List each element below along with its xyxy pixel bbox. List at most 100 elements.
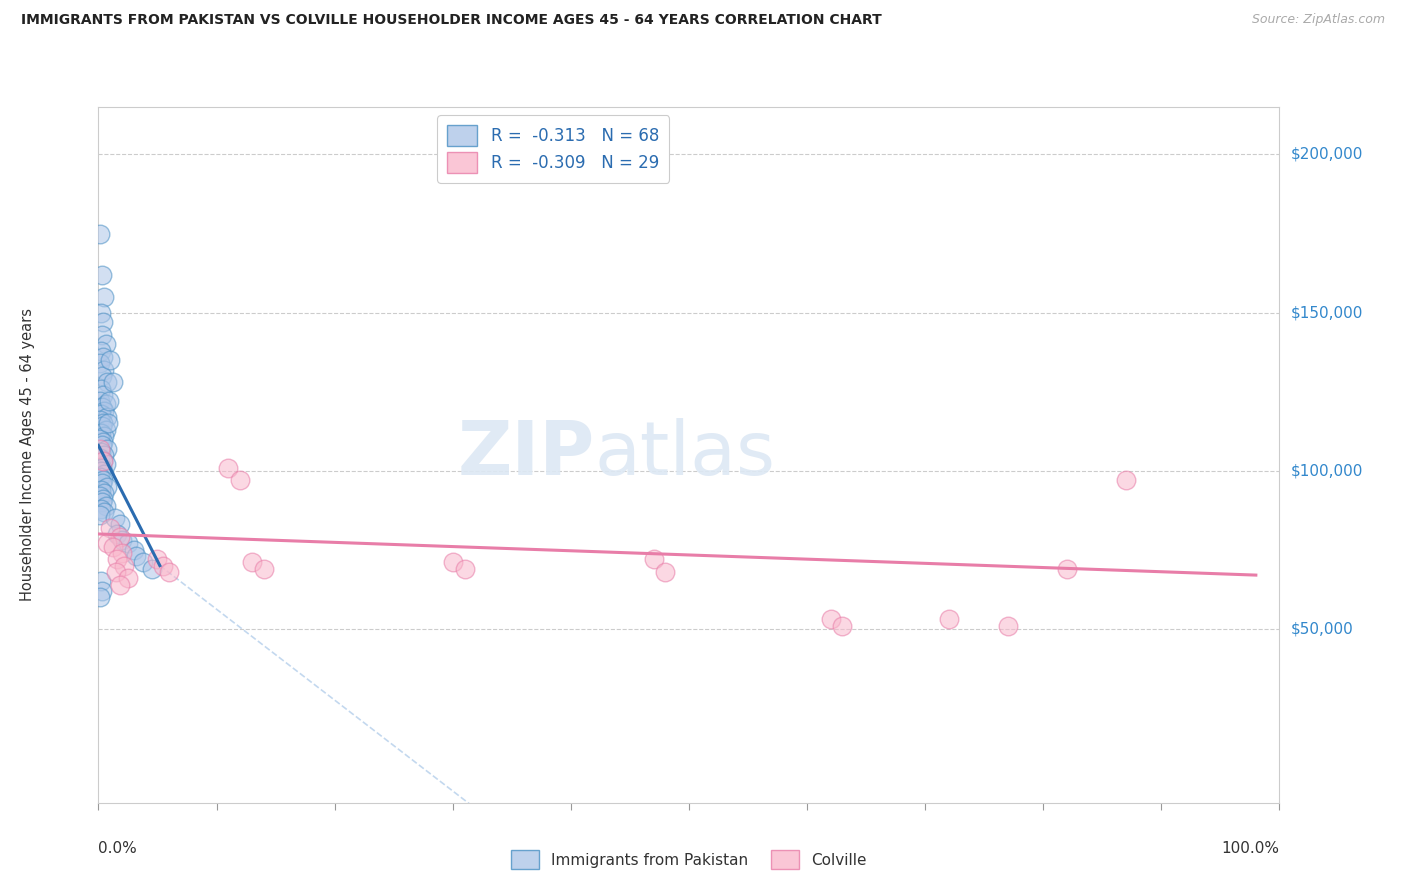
Point [91, 388, 114, 402]
Point [90, 343, 112, 358]
Point [91, 435, 114, 450]
Text: 100.0%: 100.0% [1222, 841, 1279, 856]
Point [91, 492, 114, 507]
Point [146, 552, 169, 566]
Point [152, 558, 174, 573]
Point [117, 536, 139, 550]
Point [108, 517, 131, 532]
Point [98, 521, 121, 535]
Point [105, 565, 128, 579]
Point [117, 571, 139, 585]
Point [820, 612, 842, 626]
Point [141, 562, 163, 576]
Point [89, 356, 111, 370]
Legend: Immigrants from Pakistan, Colville: Immigrants from Pakistan, Colville [505, 845, 873, 875]
Point [132, 556, 155, 570]
Text: ZIP: ZIP [457, 418, 595, 491]
Point [112, 558, 135, 573]
Text: Source: ZipAtlas.com: Source: ZipAtlas.com [1251, 13, 1385, 27]
Point [96, 479, 118, 493]
Point [441, 556, 464, 570]
Point [453, 562, 475, 576]
Point [1056, 562, 1078, 576]
Point [91, 419, 114, 434]
Point [93, 403, 115, 417]
Point [97, 417, 120, 431]
Point [94, 458, 117, 472]
Point [105, 527, 128, 541]
Point [91, 438, 114, 452]
Text: $200,000: $200,000 [1291, 147, 1362, 162]
Point [229, 473, 252, 487]
Point [89, 413, 111, 427]
Point [96, 375, 118, 389]
Point [997, 618, 1019, 632]
Text: $150,000: $150,000 [1291, 305, 1362, 320]
Point [111, 546, 134, 560]
Point [643, 552, 665, 566]
Point [125, 549, 148, 563]
Point [93, 362, 115, 376]
Point [108, 530, 131, 544]
Point [90, 483, 112, 497]
Point [111, 533, 134, 548]
Point [96, 536, 118, 550]
Point [91, 368, 114, 383]
Point [122, 542, 145, 557]
Point [90, 464, 112, 478]
Point [105, 552, 128, 566]
Point [90, 407, 112, 421]
Point [654, 565, 676, 579]
Point [240, 556, 263, 570]
Point [90, 305, 112, 319]
Point [157, 565, 180, 579]
Point [91, 268, 114, 282]
Point [90, 574, 112, 589]
Text: $100,000: $100,000 [1291, 463, 1362, 478]
Point [89, 451, 111, 466]
Point [93, 448, 115, 462]
Point [831, 618, 853, 632]
Point [91, 476, 114, 491]
Point [94, 397, 117, 411]
Point [89, 442, 111, 456]
Point [91, 473, 114, 487]
Text: $50,000: $50,000 [1291, 622, 1354, 636]
Point [91, 454, 114, 468]
Point [98, 353, 121, 368]
Point [89, 489, 111, 503]
Point [89, 227, 111, 241]
Point [93, 467, 115, 481]
Point [96, 442, 118, 456]
Point [93, 429, 115, 443]
Point [93, 486, 115, 500]
Point [94, 499, 117, 513]
Point [89, 470, 111, 484]
Point [91, 401, 114, 415]
Point [217, 460, 239, 475]
Text: 0.0%: 0.0% [98, 841, 138, 856]
Point [91, 315, 114, 329]
Point [938, 612, 960, 626]
Text: Householder Income Ages 45 - 64 years: Householder Income Ages 45 - 64 years [20, 309, 35, 601]
Point [253, 562, 276, 576]
Point [104, 511, 127, 525]
Point [91, 495, 114, 509]
Point [90, 501, 112, 516]
Point [1115, 473, 1137, 487]
Point [91, 583, 114, 598]
Point [101, 540, 124, 554]
Point [101, 375, 124, 389]
Point [90, 425, 112, 440]
Point [89, 394, 111, 409]
Point [94, 337, 117, 351]
Text: atlas: atlas [595, 418, 776, 491]
Point [91, 327, 114, 342]
Point [91, 417, 114, 431]
Point [93, 290, 115, 304]
Point [98, 394, 121, 409]
Point [96, 409, 118, 424]
Point [91, 460, 114, 475]
Point [91, 350, 114, 364]
Point [89, 591, 111, 605]
